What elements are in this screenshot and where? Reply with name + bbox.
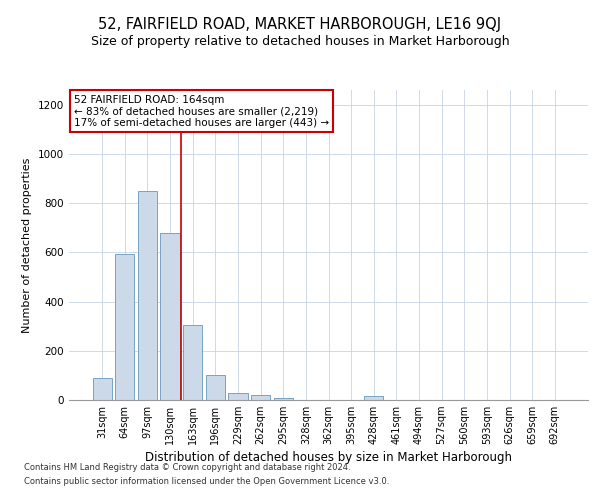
Y-axis label: Number of detached properties: Number of detached properties — [22, 158, 32, 332]
Bar — [160, 232, 180, 400]
Text: Contains public sector information licensed under the Open Government Licence v3: Contains public sector information licen… — [24, 477, 389, 486]
Text: 52, FAIRFIELD ROAD, MARKET HARBOROUGH, LE16 9QJ: 52, FAIRFIELD ROAD, MARKET HARBOROUGH, L… — [98, 18, 502, 32]
Bar — [274, 398, 293, 400]
Bar — [183, 325, 202, 400]
X-axis label: Distribution of detached houses by size in Market Harborough: Distribution of detached houses by size … — [145, 452, 512, 464]
Text: 52 FAIRFIELD ROAD: 164sqm
← 83% of detached houses are smaller (2,219)
17% of se: 52 FAIRFIELD ROAD: 164sqm ← 83% of detac… — [74, 94, 329, 128]
Bar — [138, 191, 157, 400]
Bar — [92, 378, 112, 400]
Text: Contains HM Land Registry data © Crown copyright and database right 2024.: Contains HM Land Registry data © Crown c… — [24, 464, 350, 472]
Bar — [206, 376, 225, 400]
Bar — [229, 392, 248, 400]
Text: Size of property relative to detached houses in Market Harborough: Size of property relative to detached ho… — [91, 35, 509, 48]
Bar — [115, 254, 134, 400]
Bar — [364, 396, 383, 400]
Bar — [251, 395, 270, 400]
